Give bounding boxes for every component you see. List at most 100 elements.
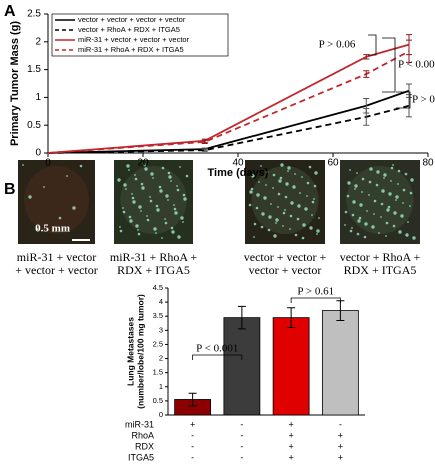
fluorescent-spot	[275, 218, 279, 222]
fluorescent-spot	[313, 184, 317, 188]
fluorescent-spot	[117, 178, 121, 182]
fluorescent-spot	[131, 193, 133, 195]
fluorescent-spot	[251, 174, 255, 178]
significance-bracket	[396, 91, 411, 109]
fluorescent-spot	[153, 227, 157, 231]
fluorescent-spot	[354, 188, 356, 190]
fluorescent-spot	[182, 193, 186, 197]
fluorescent-spot	[277, 206, 279, 208]
condition-sign: +	[288, 441, 293, 451]
fluorescent-spot	[72, 206, 76, 210]
fluorescent-spot	[155, 204, 159, 208]
fluorescent-spot	[173, 204, 175, 206]
significance-bracket	[382, 37, 396, 93]
fluorescent-spot	[316, 233, 318, 235]
condition-sign: +	[338, 441, 343, 451]
fluorescent-spot	[344, 210, 348, 214]
fluorescent-spot	[164, 221, 168, 225]
legend-label: miR-31 + vector + vector + vector	[78, 35, 190, 44]
fluorescent-spot	[131, 196, 135, 200]
fluorescent-spot	[265, 184, 267, 186]
fluorescent-spot	[280, 163, 284, 167]
fluorescent-spot	[143, 163, 147, 167]
fluorescent-spot	[366, 210, 368, 212]
fluorescent-spot	[272, 173, 276, 177]
fluorescent-spot	[277, 192, 281, 196]
error-bar	[406, 39, 412, 63]
fluorescent-spot	[282, 225, 284, 227]
fluorescent-spot	[402, 188, 406, 192]
condition-label: miR-31	[125, 419, 154, 429]
fluorescent-spot	[296, 217, 300, 221]
legend-box	[51, 13, 229, 57]
series-line	[47, 89, 410, 154]
fluorescent-spot	[316, 229, 320, 233]
fluorescent-spot	[144, 167, 148, 171]
fluorescent-spot	[351, 213, 355, 217]
fluorescent-spot	[128, 169, 130, 171]
fluorescent-spot	[150, 172, 154, 176]
fluorescent-spot	[398, 230, 402, 234]
fluorescent-spot	[349, 229, 353, 233]
fluorescent-spot	[176, 185, 178, 187]
condition-sign: -	[240, 430, 243, 440]
fluorescent-spot	[260, 165, 262, 167]
fluorescent-spot	[392, 164, 394, 166]
condition-sign: +	[338, 430, 343, 440]
fluorescent-spot	[267, 228, 271, 232]
fluorescent-spot	[137, 229, 139, 231]
fluorescent-spot	[158, 185, 162, 189]
y-axis-label: (number/lobe/100 mg tumor)	[135, 294, 145, 409]
y-axis-label: Lung Metastases	[125, 317, 135, 386]
y-tick-label: 4	[159, 297, 163, 306]
fluorescent-spot	[161, 237, 163, 239]
error-bar	[188, 392, 197, 407]
p-value-label: P > 0.33	[412, 94, 435, 106]
fluorescent-spot	[282, 211, 286, 215]
x-tick-label: 0	[45, 158, 51, 169]
fluorescent-spot	[301, 236, 305, 240]
fluorescent-spot	[371, 225, 375, 229]
image-caption: RDX + ITGA5	[344, 263, 417, 277]
significance-bracket	[290, 297, 341, 303]
fluorescent-spot	[140, 210, 142, 212]
x-tick-label: 80	[422, 158, 434, 169]
y-tick-label: 1	[35, 92, 41, 103]
fluorescent-spot	[132, 200, 136, 204]
fluorescent-spot	[28, 195, 32, 199]
fluorescent-spot	[122, 210, 126, 214]
fluorescent-spot	[177, 235, 181, 239]
fluorescent-spot	[369, 167, 373, 171]
fluorescent-spot	[284, 209, 286, 211]
significance-bracket	[368, 34, 377, 56]
fluorescent-spot	[182, 221, 184, 223]
condition-sign: -	[191, 452, 194, 462]
fluorescent-spot	[383, 177, 385, 179]
fluorescent-spot	[22, 164, 24, 166]
fluorescent-spot	[135, 224, 139, 228]
fluorescent-spot	[289, 214, 293, 218]
fluorescent-spot	[253, 222, 257, 226]
error-bar	[363, 108, 370, 126]
fluorescent-spot	[168, 175, 172, 179]
fluorescent-spot	[35, 227, 39, 231]
fluorescent-spot	[287, 170, 289, 172]
fluorescent-spot	[159, 189, 163, 193]
condition-label: RhoA	[131, 430, 154, 440]
image-caption: miR-31 + RhoA +	[110, 250, 197, 264]
fluorescent-spot	[385, 235, 387, 237]
fluorescent-spot	[289, 228, 291, 230]
fluorescent-spot	[138, 205, 142, 209]
fluorescent-spot	[393, 211, 397, 215]
x-axis-label: Time (days)	[208, 167, 269, 179]
y-tick-label: 0	[35, 148, 41, 159]
tissue-shade	[24, 166, 89, 234]
fluorescent-spot	[397, 169, 401, 173]
legend-label: vector + vector + vector + vector	[78, 15, 186, 24]
fluorescent-spot	[253, 236, 255, 238]
condition-sign: -	[191, 430, 194, 440]
fluorescent-spot	[376, 170, 380, 174]
tissue-shade	[251, 166, 319, 234]
error-bar	[363, 54, 370, 60]
y-tick-label: 0.5	[153, 396, 163, 405]
